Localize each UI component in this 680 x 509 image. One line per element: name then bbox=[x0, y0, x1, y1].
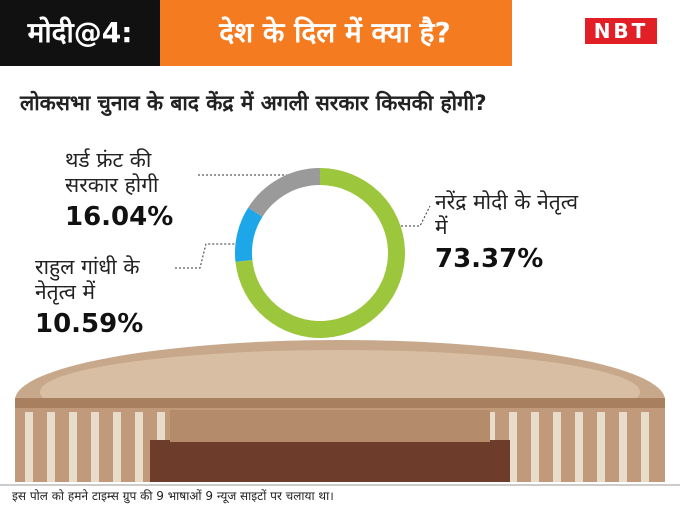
value-label: 16.04% bbox=[65, 202, 174, 232]
chart-title: लोकसभा चुनाव के बाद केंद्र में अगली सरका… bbox=[19, 90, 487, 117]
donut-slice bbox=[248, 168, 320, 217]
footer: इस पोल को हमने टाइम्स ग्रुप की 9 भाषाओं … bbox=[12, 489, 334, 504]
slice-label: नरेंद्र मोदी के नेतृत्व में 73.37% bbox=[435, 190, 585, 274]
leaders bbox=[175, 174, 431, 269]
series-box bbox=[0, 0, 160, 66]
category-label: थर्ड फ्रंट की सरकार होगी bbox=[65, 148, 159, 197]
parliament bbox=[15, 340, 665, 482]
headline: देश के दिल में क्या है? bbox=[218, 16, 451, 49]
logo: NBT bbox=[594, 19, 649, 43]
logo-box bbox=[585, 18, 657, 44]
slice-label: राहुल गांधी के नेतृत्व में 10.59% bbox=[35, 255, 170, 339]
headline-box bbox=[160, 0, 512, 66]
category-label: राहुल गांधी के नेतृत्व में bbox=[35, 255, 140, 304]
value-label: 73.37% bbox=[435, 244, 544, 274]
series: मोदी@4: bbox=[27, 16, 133, 49]
donut-slice bbox=[234, 207, 263, 262]
category-label: नरेंद्र मोदी के नेतृत्व में bbox=[435, 190, 579, 239]
value-label: 10.59% bbox=[35, 309, 144, 339]
slice-label: थर्ड फ्रंट की सरकार होगी 16.04% bbox=[65, 148, 185, 232]
